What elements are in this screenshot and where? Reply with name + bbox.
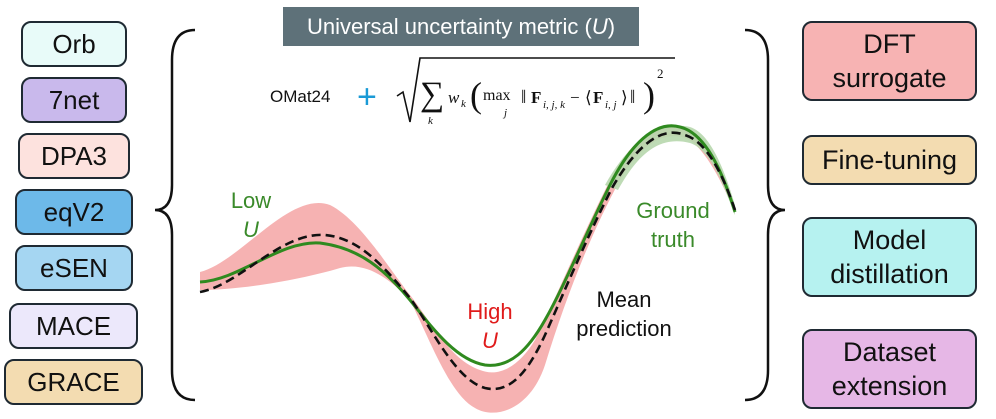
title-close: ) <box>607 13 616 39</box>
app-label-line: Dataset <box>842 337 937 367</box>
svg-text:2: 2 <box>657 66 664 81</box>
uncertainty-band-red <box>200 126 735 413</box>
label-mean-prediction: Mean prediction <box>559 285 689 343</box>
app-label-line: Model <box>852 225 927 255</box>
label-high-word: High <box>467 299 513 324</box>
model-label: eqV2 <box>43 196 105 227</box>
svg-text:−: − <box>570 88 580 107</box>
svg-text:F: F <box>593 88 603 107</box>
svg-text:i, j: i, j <box>605 99 617 111</box>
label-truth-word: truth <box>650 227 696 252</box>
model-label: 7net <box>48 84 100 115</box>
svg-text:⟩: ⟩ <box>621 88 628 107</box>
model-box-eqv2: eqV2 <box>15 189 133 235</box>
title-banner: Universal uncertainty metric (U) <box>283 7 639 46</box>
label-low-word: Low <box>230 188 272 213</box>
formula-prefix: OMat24 <box>270 87 330 106</box>
left-brace <box>154 28 196 402</box>
label-high-symbol: U <box>482 328 498 353</box>
app-box-fine-tuning: Fine-tuning <box>802 135 977 185</box>
svg-text:j: j <box>502 107 507 119</box>
app-label-line: DFT <box>863 29 916 59</box>
app-label-line: surrogate <box>832 63 947 93</box>
model-box-7net: 7net <box>21 77 127 123</box>
svg-text:⟨: ⟨ <box>585 88 592 107</box>
app-box-model-distillation: Model distillation <box>802 217 977 297</box>
label-high-u: High U <box>457 297 523 355</box>
label-ground-word: Ground <box>636 198 710 223</box>
label-prediction-word: prediction <box>576 316 672 341</box>
model-box-orb: Orb <box>21 21 127 67</box>
ground-truth-curve <box>199 124 737 367</box>
title-symbol: U <box>591 13 608 39</box>
app-box-dft-surrogate: DFT surrogate <box>802 21 977 101</box>
model-label: GRACE <box>27 366 120 397</box>
svg-text:i, j, k: i, j, k <box>543 99 566 111</box>
model-label: DPA3 <box>41 140 107 171</box>
model-box-mace: MACE <box>9 303 138 349</box>
app-label-line: extension <box>831 371 948 401</box>
model-box-dpa3: DPA3 <box>18 133 130 179</box>
model-label: eSEN <box>40 252 108 283</box>
model-box-grace: GRACE <box>4 359 143 405</box>
svg-text:(: ( <box>470 75 482 115</box>
model-label: Orb <box>52 28 96 59</box>
title-text: Universal uncertainty metric ( <box>306 13 592 39</box>
svg-text:F: F <box>531 88 541 107</box>
svg-text:max: max <box>483 87 511 104</box>
label-mean-word: Mean <box>596 287 652 312</box>
svg-text:∑: ∑ <box>420 76 444 113</box>
svg-text:w: w <box>448 88 460 107</box>
svg-text:): ) <box>643 75 655 115</box>
svg-text:‖: ‖ <box>521 87 526 108</box>
svg-text:k: k <box>461 98 467 110</box>
label-ground-truth: Ground truth <box>624 196 722 254</box>
model-box-esen: eSEN <box>15 245 133 291</box>
app-label-line: distillation <box>830 259 949 289</box>
right-brace <box>744 28 786 402</box>
app-box-dataset-extension: Dataset extension <box>802 329 977 409</box>
model-label: MACE <box>35 310 112 341</box>
svg-text:‖: ‖ <box>630 87 635 108</box>
app-label-line: Fine-tuning <box>821 145 958 175</box>
label-low-symbol: U <box>243 217 259 242</box>
mean-prediction-curve <box>199 131 737 391</box>
formula-expression: ∑ k w k ( max j ‖ F i, j, k − ⟨ F i, j ⟩… <box>396 57 675 127</box>
label-low-u: Low U <box>220 186 282 244</box>
svg-text:k: k <box>428 115 434 127</box>
formula-plus: + <box>357 78 377 116</box>
